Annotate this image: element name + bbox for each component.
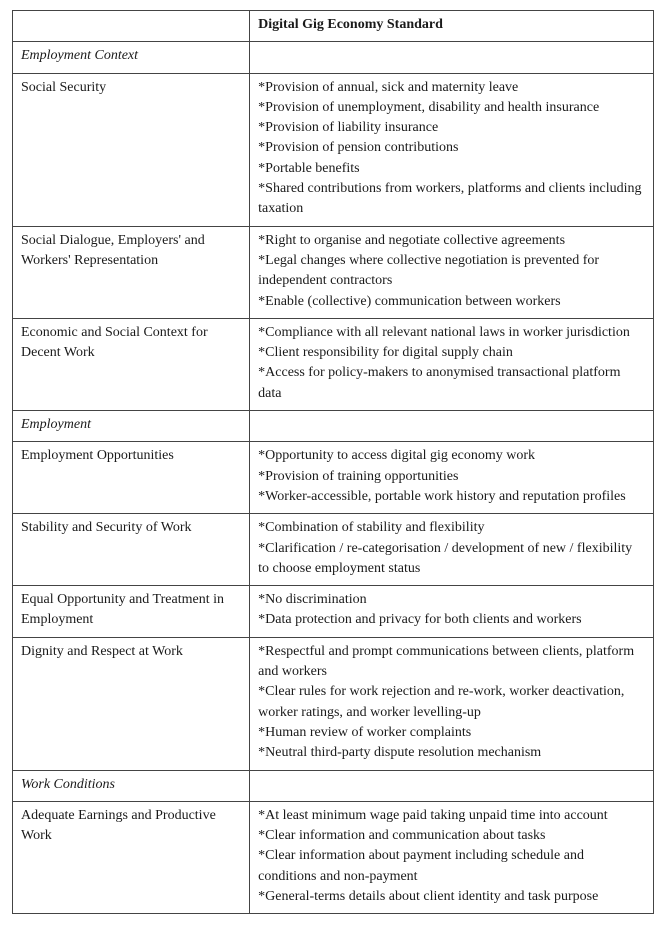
- table-row: Social Dialogue, Employers' and Workers'…: [13, 226, 654, 318]
- row-items: *At least minimum wage paid taking unpai…: [250, 801, 654, 913]
- row-item: *Client responsibility for digital suppl…: [258, 343, 645, 363]
- section-blank-cell: [250, 411, 654, 442]
- table-row: Adequate Earnings and Productive Work *At…: [13, 801, 654, 913]
- row-items: *Right to organise and negotiate collect…: [250, 226, 654, 318]
- table-row: Stability and Security of Work *Combinati…: [13, 514, 654, 586]
- row-label: Equal Opportunity and Treatment in Emplo…: [13, 586, 250, 638]
- row-item: *At least minimum wage paid taking unpai…: [258, 806, 645, 826]
- row-item: *Neutral third-party dispute resolution …: [258, 743, 645, 763]
- section-row: Employment Context: [13, 42, 654, 73]
- row-item: *Enable (collective) communication betwe…: [258, 292, 645, 312]
- table-row: Dignity and Respect at Work*Respectful a…: [13, 637, 654, 770]
- table-row: Economic and Social Context for Decent W…: [13, 318, 654, 410]
- row-items: *No discrimination*Data protection and p…: [250, 586, 654, 638]
- row-item: *Data protection and privacy for both cl…: [258, 610, 645, 630]
- row-label: Social Dialogue, Employers' and Workers'…: [13, 226, 250, 318]
- row-item: *Provision of annual, sick and maternity…: [258, 78, 645, 98]
- row-items: *Compliance with all relevant national l…: [250, 318, 654, 410]
- section-blank-cell: [250, 42, 654, 73]
- row-item: *Opportunity to access digital gig econo…: [258, 446, 645, 466]
- row-label: Adequate Earnings and Productive Work: [13, 801, 250, 913]
- row-item: *Shared contributions from workers, plat…: [258, 179, 645, 220]
- section-title: Employment: [13, 411, 250, 442]
- row-item: *No discrimination: [258, 590, 645, 610]
- row-item: *General-terms details about client iden…: [258, 887, 645, 907]
- row-item: *Provision of liability insurance: [258, 118, 645, 138]
- row-item: *Provision of unemployment, disability a…: [258, 98, 645, 118]
- row-items: *Provision of annual, sick and maternity…: [250, 73, 654, 226]
- row-item: *Clarification / re-categorisation / dev…: [258, 539, 645, 580]
- row-item: *Clear information and communication abo…: [258, 826, 645, 846]
- section-row: Work Conditions: [13, 770, 654, 801]
- row-item: *Provision of pension contributions: [258, 138, 645, 158]
- table-row: Equal Opportunity and Treatment in Emplo…: [13, 586, 654, 638]
- page: Digital Gig Economy Standard Employment …: [0, 0, 666, 934]
- table-header-title: Digital Gig Economy Standard: [250, 11, 654, 42]
- row-item: *Respectful and prompt communications be…: [258, 642, 645, 683]
- row-item: *Portable benefits: [258, 159, 645, 179]
- standards-table: Digital Gig Economy Standard Employment …: [12, 10, 654, 914]
- row-item: *Clear rules for work rejection and re-w…: [258, 682, 645, 723]
- table-row: Employment Opportunities *Opportunity to …: [13, 442, 654, 514]
- row-label: Social Security: [13, 73, 250, 226]
- row-items: *Respectful and prompt communications be…: [250, 637, 654, 770]
- row-item: *Human review of worker complaints: [258, 723, 645, 743]
- table-header-row: Digital Gig Economy Standard: [13, 11, 654, 42]
- row-item: *Compliance with all relevant national l…: [258, 323, 645, 343]
- section-title: Work Conditions: [13, 770, 250, 801]
- section-row: Employment: [13, 411, 654, 442]
- row-items: *Combination of stability and flexibilit…: [250, 514, 654, 586]
- row-label: Stability and Security of Work: [13, 514, 250, 586]
- row-item: *Legal changes where collective negotiat…: [258, 251, 645, 292]
- row-label: Dignity and Respect at Work: [13, 637, 250, 770]
- section-blank-cell: [250, 770, 654, 801]
- table-header-blank: [13, 11, 250, 42]
- table-row: Social Security *Provision of annual, sic…: [13, 73, 654, 226]
- row-label: Employment Opportunities: [13, 442, 250, 514]
- row-item: *Right to organise and negotiate collect…: [258, 231, 645, 251]
- row-item: *Access for policy-makers to anonymised …: [258, 363, 645, 404]
- section-title: Employment Context: [13, 42, 250, 73]
- row-items: *Opportunity to access digital gig econo…: [250, 442, 654, 514]
- row-item: *Worker-accessible, portable work histor…: [258, 487, 645, 507]
- row-label: Economic and Social Context for Decent W…: [13, 318, 250, 410]
- row-item: *Combination of stability and flexibilit…: [258, 518, 645, 538]
- row-item: *Clear information about payment includi…: [258, 846, 645, 887]
- row-item: *Provision of training opportunities: [258, 467, 645, 487]
